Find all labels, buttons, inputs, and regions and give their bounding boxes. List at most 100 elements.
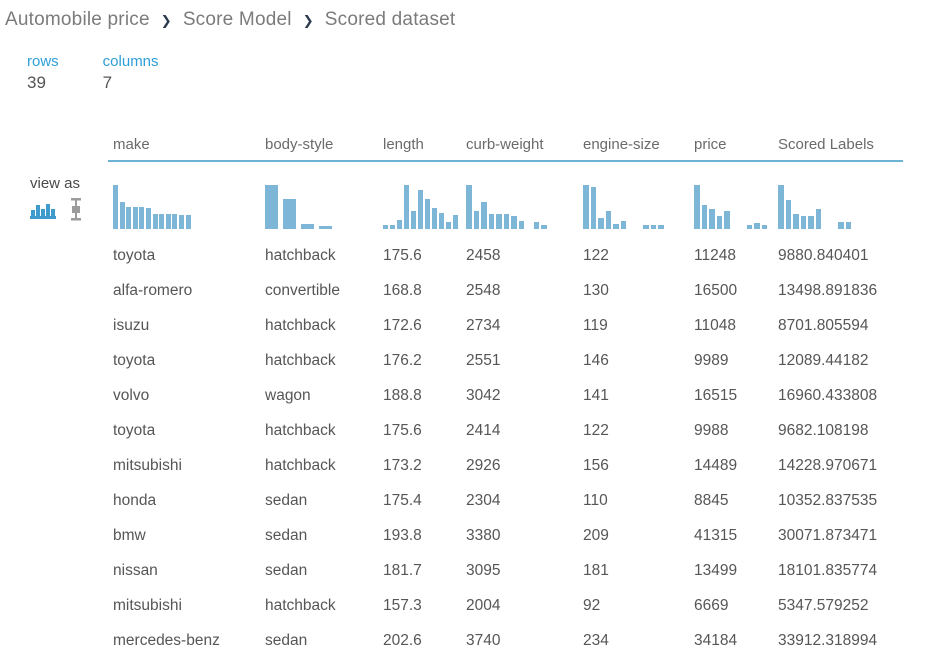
table-cell: 209 (583, 527, 609, 544)
table-cell: 3042 (466, 387, 501, 404)
table-cell: 173.2 (383, 457, 422, 474)
histogram-bar (152, 214, 158, 229)
table-cell: 119 (583, 317, 608, 334)
rows-link[interactable]: rows (27, 53, 59, 70)
breadcrumb: Automobile price ❯ Score Model ❯ Scored … (5, 9, 455, 31)
table-cell: mitsubishi (113, 597, 182, 614)
table-cell: 41315 (694, 527, 738, 544)
table-cell: 13499 (694, 562, 738, 579)
table-cell: 16515 (694, 387, 738, 404)
table-cell: 172.6 (383, 317, 422, 334)
table-cell: 2734 (466, 317, 501, 334)
breadcrumb-experiment[interactable]: Automobile price (5, 9, 150, 30)
table-cell: 14228.970671 (778, 457, 878, 474)
column-header-scored-labels[interactable]: Scored Labels (778, 136, 874, 153)
table-cell: 181.7 (383, 562, 422, 579)
table-cell: 92 (583, 597, 601, 614)
histogram-bar (785, 200, 791, 229)
column-header-engine-size[interactable]: engine-size (583, 136, 660, 153)
histogram-view-icon[interactable] (30, 202, 58, 221)
table-cell: 2458 (466, 247, 501, 264)
table-cell: sedan (265, 632, 308, 649)
rows-summary: rows 39 (27, 53, 59, 93)
column-header-make[interactable]: make (113, 136, 150, 153)
table-cell: 3095 (466, 562, 501, 579)
table-cell: 2551 (466, 352, 501, 369)
table-cell: 9989 (694, 352, 729, 369)
histogram-make[interactable] (113, 162, 265, 238)
histogram-scored-labels[interactable] (778, 162, 908, 238)
column-header-body-style[interactable]: body-style (265, 136, 334, 153)
table-cell: volvo (113, 387, 150, 404)
histogram-bar (432, 208, 437, 229)
histogram-bar (283, 199, 296, 229)
table-cell: wagon (265, 387, 311, 404)
table-cell: isuzu (113, 317, 150, 334)
column-header-curb-weight[interactable]: curb-weight (466, 136, 544, 153)
dataset-summary: rows 39 columns 7 (27, 53, 159, 93)
histogram-bar (404, 185, 409, 229)
table-cell: 34184 (694, 632, 738, 649)
histogram-engine-size[interactable] (583, 162, 694, 238)
table-cell: 2414 (466, 422, 501, 439)
table-cell: 146 (583, 352, 609, 369)
histogram-bar (583, 185, 589, 229)
histogram-bar (761, 225, 767, 229)
histogram-bar (159, 214, 165, 229)
view-as-label: view as (30, 175, 81, 192)
breadcrumb-module[interactable]: Score Model (182, 9, 292, 30)
histogram-bar (838, 221, 844, 229)
table-cell: nissan (113, 562, 158, 579)
table-cell: 2004 (466, 597, 501, 614)
table-cell: 157.3 (383, 597, 422, 614)
histogram-bar (793, 213, 799, 229)
table-cell: 181 (583, 562, 609, 579)
table-cell: 3380 (466, 527, 501, 544)
table-cell: 33912.318994 (778, 632, 878, 649)
table-cell: 2926 (466, 457, 501, 474)
column-header-length[interactable]: length (383, 136, 424, 153)
histogram-bar (541, 224, 547, 229)
histogram-price[interactable] (694, 162, 778, 238)
table-cell: honda (113, 492, 157, 509)
table-cell: convertible (265, 282, 340, 299)
table-cell: toyota (113, 247, 156, 264)
table-cell: bmw (113, 527, 146, 544)
histogram-bar (511, 215, 517, 229)
histogram-bar (119, 201, 125, 229)
histogram-bar (418, 189, 423, 229)
column-header-price[interactable]: price (694, 136, 727, 153)
histogram-bar (808, 215, 814, 229)
histogram-body-style[interactable] (265, 162, 383, 238)
histogram-bar (265, 185, 278, 229)
histogram-bar (724, 211, 730, 229)
histogram-bar (746, 225, 752, 229)
histogram-bar (620, 221, 626, 229)
table-cell: 18101.835774 (778, 562, 878, 579)
table-cell: 175.6 (383, 422, 422, 439)
histogram-bar (481, 201, 487, 229)
histogram-bar (496, 214, 502, 229)
table-cell: mitsubishi (113, 457, 182, 474)
table-cell: 9682.108198 (778, 422, 869, 439)
histogram-bar (126, 207, 132, 229)
table-cell: 3740 (466, 632, 501, 649)
table-cell: hatchback (265, 457, 336, 474)
dataset-table: make body-style length curb-weight engine-si… (113, 130, 908, 652)
columns-link[interactable]: columns (102, 53, 159, 70)
table-cell: 110 (583, 492, 608, 509)
histogram-bar (605, 211, 611, 229)
table-cell: 9880.840401 (778, 247, 869, 264)
table-cell: 6669 (694, 597, 729, 614)
boxplot-view-icon[interactable] (69, 198, 83, 221)
table-cell: sedan (265, 562, 308, 579)
histogram-bar (453, 214, 458, 229)
histogram-length[interactable] (383, 162, 466, 238)
table-cell: 12089.44182 (778, 352, 869, 369)
table-cell: 156 (583, 457, 609, 474)
table-cell: 16960.433808 (778, 387, 878, 404)
histogram-bar (411, 210, 416, 229)
histogram-curb-weight[interactable] (466, 162, 583, 238)
histogram-bar (145, 207, 151, 229)
